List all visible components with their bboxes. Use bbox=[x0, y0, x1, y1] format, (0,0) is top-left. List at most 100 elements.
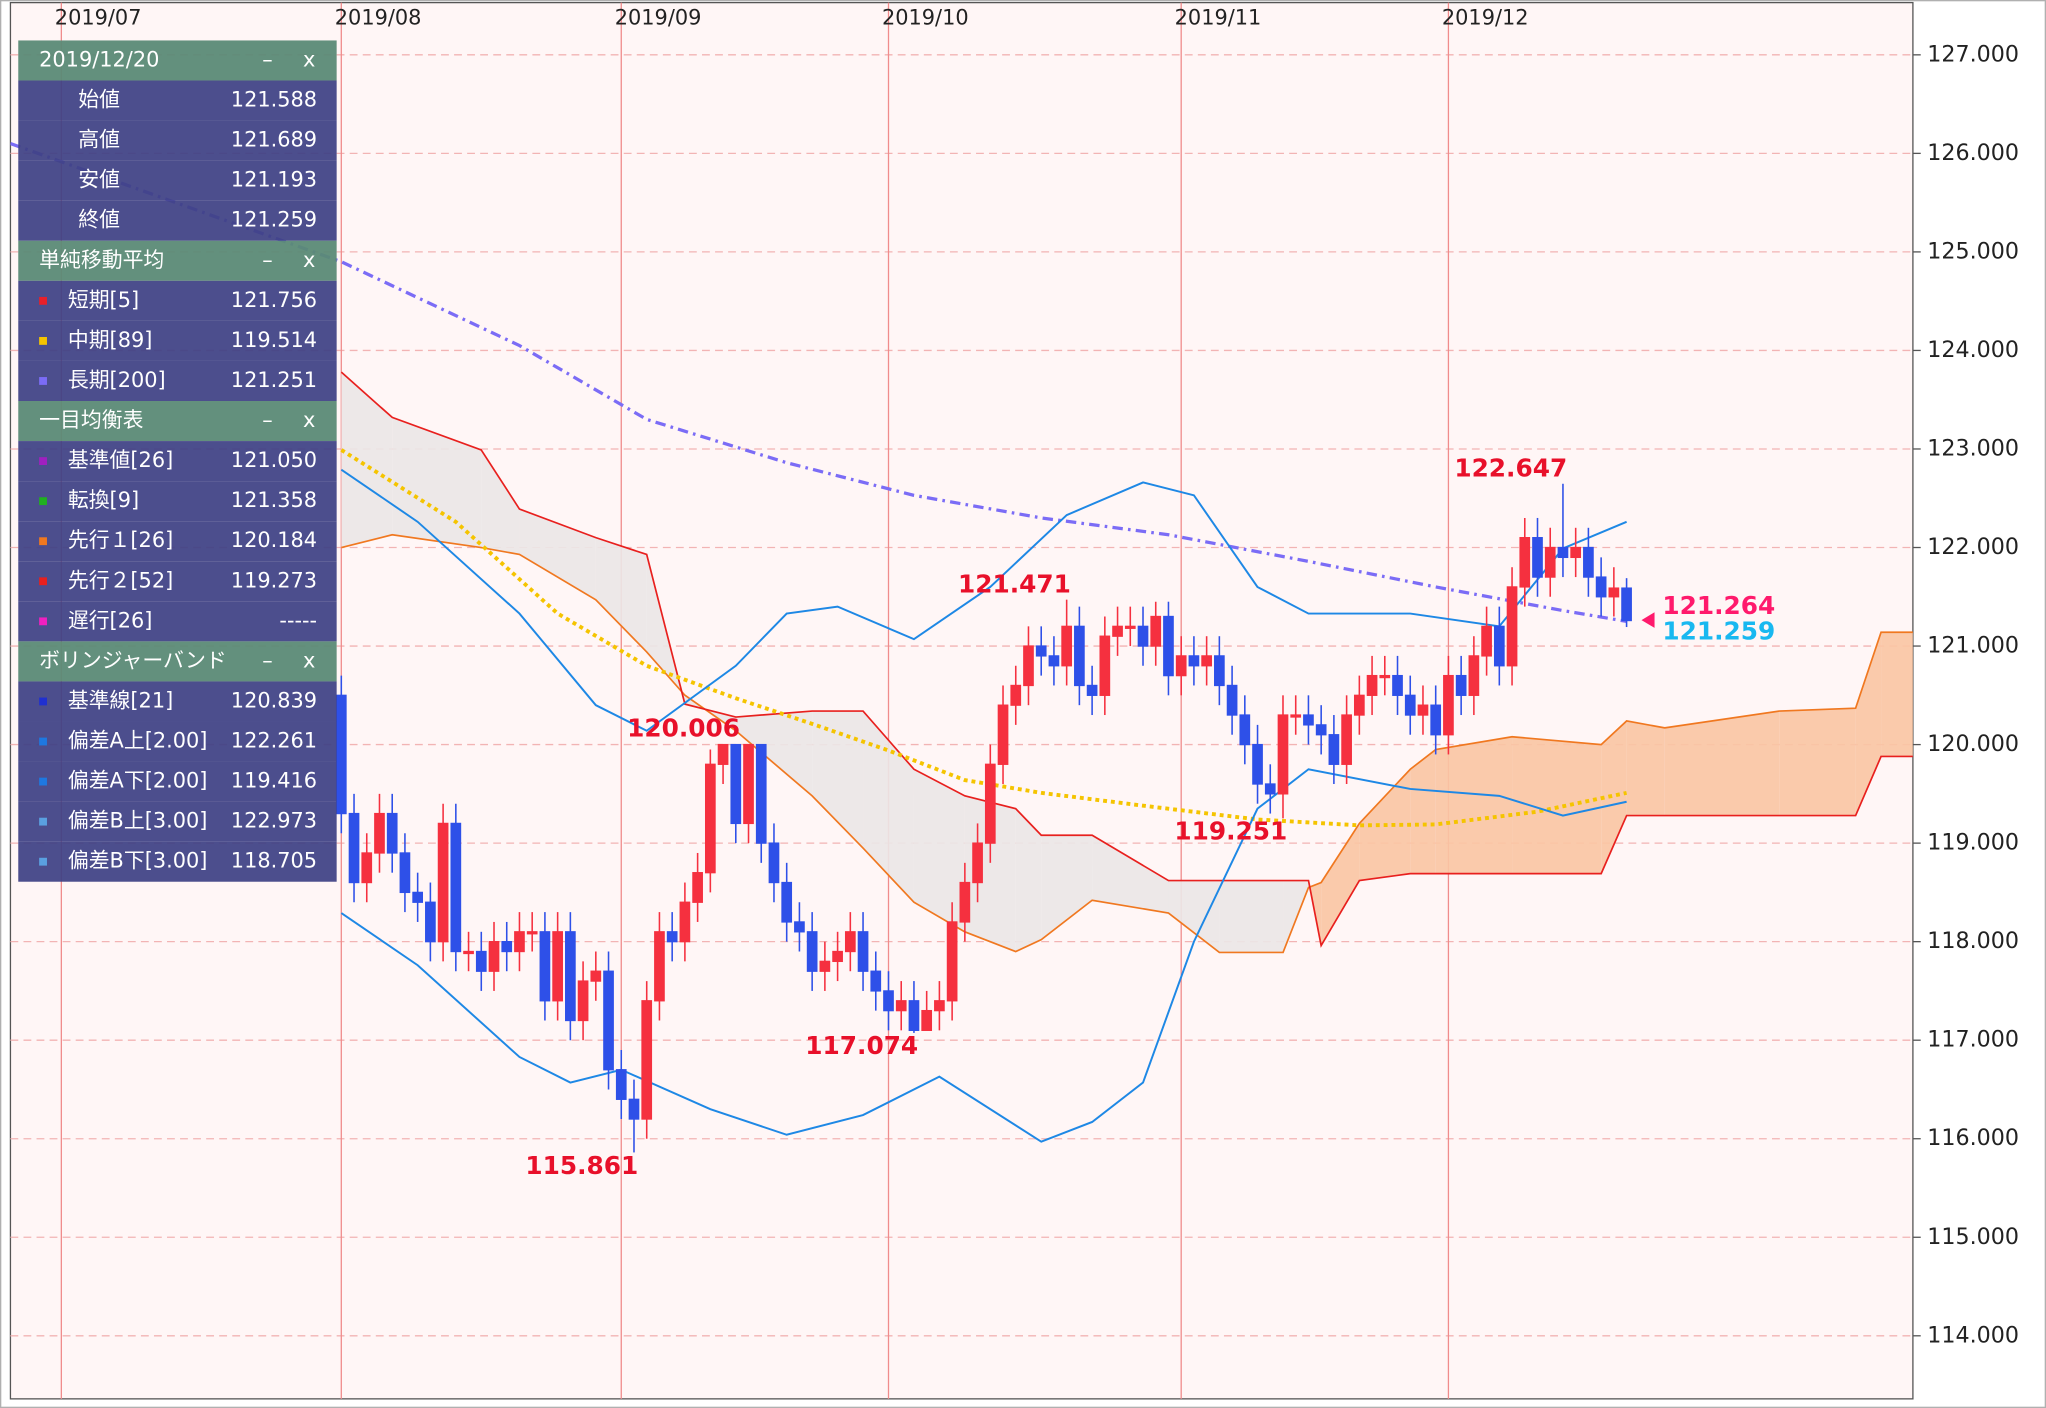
plot bbox=[10, 142, 1913, 1153]
minimize-button[interactable]: – bbox=[262, 408, 272, 432]
panel-row bbox=[18, 360, 337, 401]
panel-row bbox=[18, 521, 337, 562]
cloud-segment bbox=[1092, 835, 1169, 914]
candle-body bbox=[1112, 625, 1123, 637]
legend-swatch bbox=[39, 817, 47, 826]
x-tick-label: 2019/08 bbox=[335, 5, 422, 29]
candle-body bbox=[1506, 586, 1518, 667]
candle-body bbox=[450, 822, 462, 953]
candle-body bbox=[654, 931, 665, 1002]
close-button[interactable]: x bbox=[303, 248, 315, 272]
price-annotation: 115.861 bbox=[525, 1151, 638, 1180]
y-tick-label: 116.000 bbox=[1927, 1125, 2019, 1151]
candle-body bbox=[755, 743, 767, 844]
y-tick-label: 115.000 bbox=[1927, 1224, 2019, 1250]
price-annotation: 122.647 bbox=[1454, 453, 1567, 482]
cloud-segment bbox=[1219, 880, 1284, 953]
minimize-button[interactable]: – bbox=[262, 648, 272, 672]
cloud-segment bbox=[1168, 880, 1220, 953]
cloud-segment bbox=[913, 769, 965, 932]
panel-row bbox=[18, 160, 337, 201]
candle-body bbox=[1277, 714, 1289, 795]
panel-row bbox=[18, 681, 337, 722]
panel-row bbox=[18, 761, 337, 802]
panel-label: 安値 bbox=[78, 168, 120, 192]
close-button[interactable]: x bbox=[303, 408, 315, 432]
minimize-button[interactable]: – bbox=[262, 248, 272, 272]
close-button[interactable]: x bbox=[303, 648, 315, 672]
candle-body bbox=[819, 960, 831, 972]
panel-header bbox=[18, 40, 337, 81]
candle-body bbox=[1264, 783, 1276, 795]
panel-title: 2019/12/20 bbox=[39, 47, 159, 71]
legend-swatch bbox=[39, 537, 47, 546]
candle-body bbox=[412, 891, 424, 903]
candle-body bbox=[1188, 655, 1200, 667]
y-tick-label: 123.000 bbox=[1927, 435, 2019, 461]
candle-body bbox=[603, 970, 614, 1071]
candle-body bbox=[1201, 655, 1212, 667]
cloud-segment bbox=[392, 417, 482, 548]
minimize-button[interactable]: – bbox=[262, 47, 272, 71]
candle-body bbox=[1023, 645, 1034, 687]
candle-body bbox=[1493, 625, 1505, 667]
x-tick-label: 2019/09 bbox=[615, 5, 702, 29]
panel-row bbox=[18, 120, 337, 161]
panel-value: 120.184 bbox=[231, 528, 317, 552]
cloud-segment bbox=[1664, 711, 1780, 816]
labels: 114.000 115.000 116.000 117.000 118.000 119.0… bbox=[55, 5, 2019, 1348]
y-tick-label: 127.000 bbox=[1927, 41, 2019, 67]
panel-label: 始値 bbox=[78, 88, 120, 112]
candle-body bbox=[1099, 635, 1111, 696]
panel-row bbox=[18, 721, 337, 762]
candle-body bbox=[1010, 684, 1022, 706]
cloud-segment bbox=[1015, 808, 1042, 952]
cloud-segment bbox=[1041, 835, 1093, 940]
candle-body bbox=[1175, 655, 1187, 677]
candle-body bbox=[730, 743, 742, 825]
price-marker-label: 121.264 bbox=[1662, 591, 1775, 620]
candle-body bbox=[565, 931, 576, 1022]
span-b-line bbox=[340, 371, 1913, 948]
cloud-segment bbox=[519, 509, 596, 600]
panel-label: 先行１[26] bbox=[68, 528, 173, 552]
panel-value: 121.588 bbox=[231, 88, 317, 112]
legend-swatch bbox=[39, 377, 47, 385]
legend-swatch bbox=[39, 617, 47, 626]
y-tick-label: 117.000 bbox=[1927, 1027, 2019, 1053]
candle-body bbox=[679, 901, 691, 943]
panel-value: 121.193 bbox=[231, 168, 317, 192]
panel-value: 119.416 bbox=[231, 769, 317, 793]
cloud-segment bbox=[1881, 632, 1913, 757]
panel-label: 遅行[26] bbox=[68, 608, 153, 632]
panel-row bbox=[18, 561, 337, 602]
panel-value: 118.705 bbox=[231, 849, 317, 873]
candle-body bbox=[1532, 537, 1543, 578]
legend-swatch bbox=[39, 457, 47, 466]
cloud-segment bbox=[735, 711, 813, 796]
x-tick-label: 2019/12 bbox=[1442, 5, 1529, 29]
panel-row bbox=[18, 481, 337, 522]
candle-body bbox=[1137, 625, 1149, 647]
panel-value: 122.973 bbox=[231, 809, 317, 833]
cloud-segment bbox=[1321, 823, 1360, 946]
candle-body bbox=[921, 1009, 933, 1031]
panel-value: 119.514 bbox=[231, 328, 317, 352]
close-button[interactable]: x bbox=[303, 47, 315, 71]
candle-body bbox=[1455, 674, 1467, 696]
panel-row bbox=[18, 841, 337, 882]
candle-body bbox=[615, 1069, 627, 1100]
candle-body bbox=[1443, 674, 1454, 736]
candle-body bbox=[488, 941, 500, 972]
cloud-segment bbox=[595, 537, 647, 652]
legend-swatch bbox=[39, 296, 47, 305]
candle-body bbox=[1379, 674, 1391, 679]
candle-body bbox=[539, 931, 551, 1002]
candle-body bbox=[794, 921, 805, 933]
y-tick-label: 119.000 bbox=[1927, 830, 2019, 856]
candle-body bbox=[704, 763, 716, 874]
legend-swatch bbox=[39, 336, 47, 345]
candle-body bbox=[768, 842, 780, 884]
candle-body bbox=[1074, 625, 1085, 687]
